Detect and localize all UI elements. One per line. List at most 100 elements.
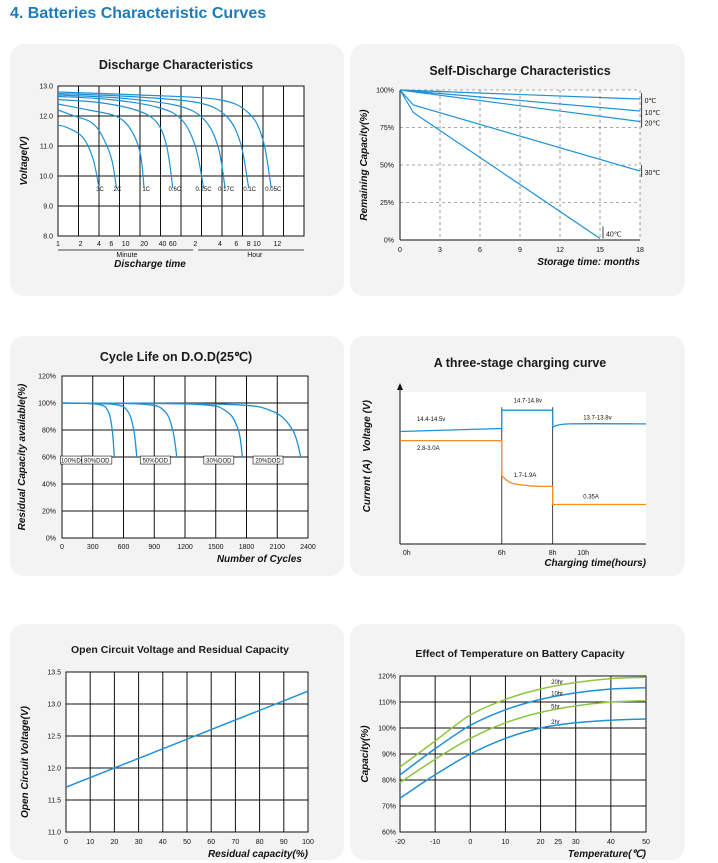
threestage-panel: A three-stage charging curve 0h 6h 8h 10h Cha… — [350, 336, 685, 576]
selfdischarge-chart: Self-Discharge Characteristics 100% 75% 50%… — [359, 64, 661, 268]
stage-label: 1.7-1.9A — [514, 473, 537, 479]
x-tick-label: 600 — [118, 544, 130, 551]
x-tick-label: 12 — [556, 247, 564, 254]
current-line — [501, 475, 553, 488]
y-tick-label: 12.0 — [39, 114, 53, 121]
x-tick-label: 0 — [398, 247, 402, 254]
y-tick-label: 70% — [382, 804, 396, 811]
temperature-panel: Effect of Temperature on Battery Capacit… — [350, 624, 685, 860]
self-discharge-line — [399, 89, 641, 123]
discharge-curve — [57, 109, 117, 189]
chart-title: Effect of Temperature on Battery Capacit… — [415, 648, 624, 660]
x-axis-label: Number of Cycles — [217, 554, 302, 565]
temperature-label: 0℃ — [645, 98, 657, 105]
x-tick-label: 100 — [302, 839, 314, 846]
y-tick-label: 11.0 — [48, 830, 61, 837]
dod-label: 50%DOD — [143, 459, 169, 465]
voltage-axis-label: Voltage (V) — [362, 399, 373, 452]
y-tick-label: 11.0 — [40, 144, 53, 151]
y-tick-label: 120% — [378, 674, 396, 681]
chart-title: A three-stage charging curve — [434, 356, 607, 370]
discharge-chart: Discharge Characteristics 13.0 12.0 11.0 10.… — [19, 58, 305, 270]
y-tick-label: 10.0 — [39, 174, 53, 181]
x-tick-label: 90 — [280, 839, 288, 846]
discharge-curve — [57, 98, 174, 189]
x-axis-label: Temperature(℃) — [568, 849, 647, 860]
y-tick-label: 100% — [378, 726, 396, 733]
discharge-curve — [57, 91, 272, 189]
discharge-curve — [57, 103, 145, 189]
y-tick-label: 0% — [384, 238, 394, 245]
dod-label-box — [81, 455, 113, 465]
x-tick-label: 2100 — [269, 544, 285, 551]
current-line — [552, 486, 646, 506]
x-unit-minute: Minute — [116, 252, 137, 259]
temperature-chart: Effect of Temperature on Battery Capacit… — [360, 648, 650, 860]
x-tick-label: 2 — [193, 241, 197, 248]
chart-title: Discharge Characteristics — [99, 58, 253, 72]
discharge-curve — [57, 95, 205, 189]
x-tick-label: 40 — [159, 241, 167, 248]
ocv-chart: Open Circuit Voltage and Residual Capaci… — [20, 644, 314, 860]
x-tick-label: 900 — [148, 544, 160, 551]
voltage-line — [552, 423, 647, 428]
x-tick-label: 10 — [86, 839, 94, 846]
dod-label-box — [252, 455, 284, 465]
temperature-curve — [399, 676, 647, 768]
current-line — [400, 439, 503, 476]
stage-label: 2.8-3.0A — [417, 446, 440, 452]
voltage-line — [501, 409, 554, 429]
x-tick-label: 40 — [607, 839, 615, 846]
x-unit-hour: Hour — [247, 252, 263, 259]
x-tick-label: 60 — [169, 241, 177, 248]
x-tick-label: 6h — [498, 550, 506, 557]
x-tick-label: 0h — [403, 550, 411, 557]
y-tick-label: 8.0 — [43, 234, 53, 241]
discharge-curve — [57, 92, 250, 189]
x-tick-label: 30 — [135, 839, 143, 846]
y-axis-label: Capacity(%) — [360, 725, 371, 783]
chart-title: Self-Discharge Characteristics — [429, 64, 610, 78]
y-tick-label: 13.0 — [39, 84, 53, 91]
x-tick-label: 10h — [577, 550, 589, 557]
x-tick-label: 1200 — [177, 544, 193, 551]
temperature-label: 30℃ — [645, 170, 661, 177]
y-tick-label: 80% — [42, 428, 56, 435]
stage-label: 13.7-13.8v — [583, 415, 611, 421]
dod-label: 100%DOD — [61, 459, 90, 465]
x-tick-label: 4 — [218, 241, 222, 248]
self-discharge-line — [399, 89, 641, 112]
x-tick-label: 2 — [79, 241, 83, 248]
x-axis-label: Residual capacity(%) — [208, 849, 309, 860]
x-tick-label: 20 — [537, 839, 545, 846]
x-tick-label: 1500 — [208, 544, 224, 551]
curve-label: 0.6C — [169, 187, 182, 193]
y-axis-label: Voltage(V) — [19, 136, 30, 186]
y-tick-label: 75% — [380, 125, 394, 132]
y-tick-label: 20% — [42, 509, 56, 516]
y-tick-label: 90% — [382, 752, 396, 759]
x-tick-label: 2400 — [300, 544, 316, 551]
x-tick-label: 20 — [140, 241, 148, 248]
x-tick-label: -10 — [430, 839, 440, 846]
x-tick-label: 12 — [273, 241, 281, 248]
x-tick-label: 10 — [122, 241, 130, 248]
x-axis-label: Storage time: months — [537, 257, 640, 268]
current-axis-label: Current (A) — [362, 459, 373, 512]
self-discharge-line — [399, 89, 641, 100]
discharge-curve — [57, 124, 100, 189]
ocv-panel: Open Circuit Voltage and Residual Capaci… — [10, 624, 344, 860]
dod-label: 80%DOD — [84, 459, 110, 465]
y-tick-label: 25% — [380, 200, 394, 207]
temperature-label: 40℃ — [606, 232, 622, 239]
discharge-panel: Discharge Characteristics 13.0 12.0 11.0 10.… — [10, 44, 344, 296]
rate-label: 20hr — [551, 680, 563, 686]
chart-title: Open Circuit Voltage and Residual Capaci… — [71, 644, 289, 656]
y-tick-label: 80% — [382, 778, 396, 785]
discharge-curve — [57, 94, 226, 189]
y-tick-label: 60% — [382, 830, 396, 837]
stage-label: 14.4-14.5v — [417, 417, 445, 423]
dod-label: 30%DOD — [206, 459, 232, 465]
dod-label-box — [139, 455, 171, 465]
x-tick-label: 8 — [247, 241, 251, 248]
